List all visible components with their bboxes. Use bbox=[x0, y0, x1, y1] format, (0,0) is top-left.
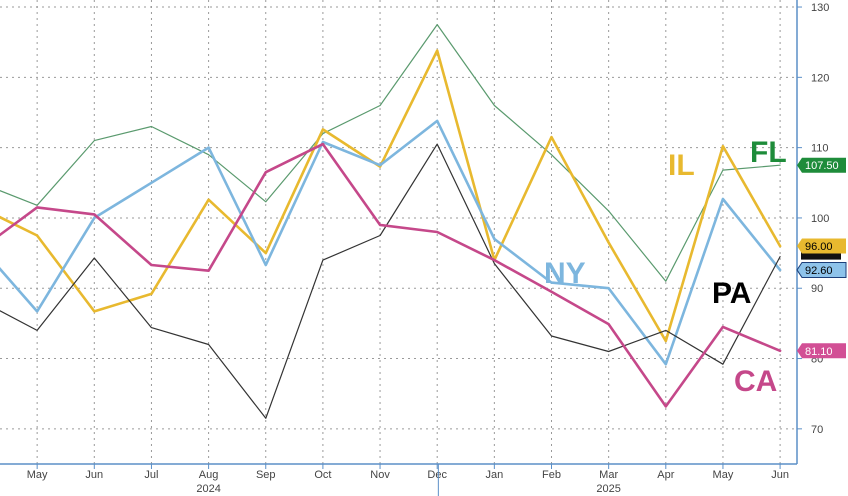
x-tick-label: Jun bbox=[85, 469, 103, 481]
x-axis-ticks: May Jun Jul Aug Sep Oct Nov Dec Jan Feb Mar Apr May J… bbox=[27, 464, 789, 496]
series-label-ny: NY bbox=[544, 257, 586, 290]
x-tick-label: Nov bbox=[370, 469, 390, 481]
x-tick-label: May bbox=[27, 469, 48, 481]
x-tick-label: Dec bbox=[427, 469, 447, 481]
value-tag-box bbox=[797, 157, 846, 173]
grid bbox=[0, 0, 797, 464]
y-tick-label: 70 bbox=[811, 424, 823, 436]
value-tag-text: 96.00 bbox=[805, 241, 833, 253]
value-tag-fl: 107.50 bbox=[797, 157, 846, 173]
x-tick-label: Jul bbox=[144, 469, 158, 481]
value-tag-il: 96.00 bbox=[797, 238, 846, 254]
series-lines bbox=[0, 24, 782, 419]
x-tick-label: Mar bbox=[599, 469, 618, 481]
y-tick-label: 130 bbox=[811, 2, 829, 14]
x-tick-label: Aug bbox=[199, 469, 219, 481]
y-tick-label: 110 bbox=[811, 143, 829, 155]
year-label: 2024 bbox=[196, 483, 220, 495]
series-label-il: IL bbox=[668, 149, 695, 182]
value-tag-ny: 92.60 bbox=[796, 261, 847, 278]
value-tag-text: 81.10 bbox=[805, 346, 833, 358]
series-line-pa bbox=[0, 143, 781, 419]
x-tick-label: Oct bbox=[314, 469, 331, 481]
value-tag-text: 107.50 bbox=[805, 160, 839, 172]
x-tick-label: Jun bbox=[771, 469, 789, 481]
value-tag-ca: 81.10 bbox=[797, 343, 846, 359]
series-label-fl: FL bbox=[750, 136, 787, 169]
value-tag-box bbox=[796, 261, 847, 278]
x-tick-label: Jan bbox=[485, 469, 503, 481]
x-tick-label: Apr bbox=[657, 469, 674, 481]
tag-marker-pa bbox=[801, 251, 841, 260]
y-tick-label: 100 bbox=[811, 213, 829, 225]
series-line-ny bbox=[0, 119, 782, 366]
x-tick-label: May bbox=[713, 469, 734, 481]
series-line-ca bbox=[0, 142, 782, 408]
value-tag-box bbox=[797, 238, 846, 254]
x-tick-label: Sep bbox=[256, 469, 276, 481]
series-line-fl bbox=[0, 24, 781, 282]
axes bbox=[0, 0, 798, 465]
value-tag-box bbox=[797, 343, 846, 359]
series-line-il bbox=[0, 49, 782, 343]
series-label-ca: CA bbox=[734, 365, 777, 398]
y-tick-label: 90 bbox=[811, 283, 823, 295]
year-label: 2025 bbox=[596, 483, 620, 495]
series-labels: FL IL NY PA CA bbox=[544, 136, 787, 398]
last-value-tags: 107.50 96.00 92.60 81.10 bbox=[796, 157, 847, 359]
series-label-pa: PA bbox=[712, 277, 751, 310]
value-tag-text: 92.60 bbox=[805, 265, 833, 277]
x-tick-label: Feb bbox=[542, 469, 561, 481]
y-tick-label: 120 bbox=[811, 72, 829, 84]
